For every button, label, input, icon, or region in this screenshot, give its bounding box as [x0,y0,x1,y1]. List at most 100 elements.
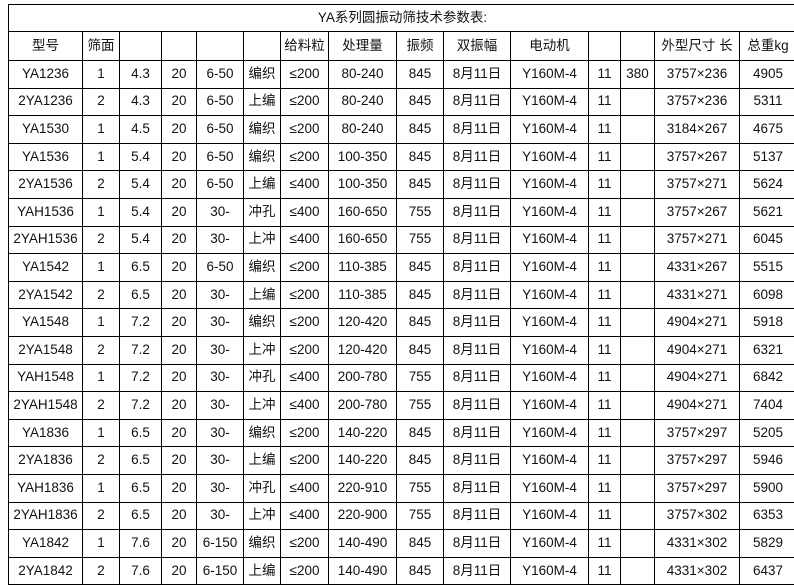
table-cell: 3757×302 [655,502,740,530]
table-cell: 冲孔 [244,198,281,226]
table-cell: 5311 [740,88,794,116]
table-cell: 845 [397,171,444,199]
table-cell: 11 [589,474,621,502]
table-cell: 11 [589,336,621,364]
table-cell: 100-350 [329,171,397,199]
model-cell: 2YA1542 [9,281,83,309]
table-cell: 845 [397,530,444,558]
table-cell: 845 [397,61,444,89]
table-cell: 8月11日 [444,88,511,116]
table-cell: 11 [589,226,621,254]
table-cell: 6-50 [197,143,244,171]
model-cell: 2YA1236 [9,88,83,116]
table-cell: ≤400 [281,226,329,254]
table-cell: 4331×302 [655,557,740,585]
table-cell: 80-240 [329,88,397,116]
table-cell: 上编 [244,557,281,585]
table-cell: ≤400 [281,171,329,199]
table-cell: 140-220 [329,447,397,475]
table-cell: 4904×271 [655,392,740,420]
table-cell [621,392,655,420]
table-cell: 4.5 [120,116,162,144]
table-cell: 3184×267 [655,116,740,144]
table-cell [621,364,655,392]
table-cell: 5.4 [120,143,162,171]
table-cell: 编织 [244,143,281,171]
table-cell: 30- [197,309,244,337]
table-cell: 845 [397,336,444,364]
table-cell: 110-385 [329,254,397,282]
table-cell [621,447,655,475]
table-cell: 20 [162,364,197,392]
table-cell: 11 [589,198,621,226]
table-cell: 4331×302 [655,530,740,558]
column-header-empty-4 [197,32,244,61]
table-cell: 5621 [740,198,794,226]
table-cell: 4331×271 [655,281,740,309]
table-cell: 6.5 [120,502,162,530]
table-cell: 80-240 [329,116,397,144]
table-cell: 6.5 [120,474,162,502]
table-cell: 11 [589,502,621,530]
table-cell: 7.2 [120,392,162,420]
table-cell: 6-150 [197,557,244,585]
table-cell: 380 [621,61,655,89]
table-cell: 160-650 [329,226,397,254]
table-cell: 上编 [244,447,281,475]
table-cell: 30- [197,226,244,254]
table-cell: 20 [162,198,197,226]
table-cell: 2 [83,392,120,420]
table-cell: 6-50 [197,88,244,116]
column-header-10: 电动机 [511,32,589,61]
table-cell: 冲孔 [244,474,281,502]
table-cell: 220-900 [329,502,397,530]
model-cell: YA1536 [9,143,83,171]
table-cell: 6-150 [197,530,244,558]
model-cell: YAH1548 [9,364,83,392]
table-cell: 755 [397,226,444,254]
table-cell: 5.4 [120,198,162,226]
table-cell: 6.5 [120,419,162,447]
table-cell: ≤200 [281,88,329,116]
table-cell: 8月11日 [444,116,511,144]
table-cell: 上冲 [244,336,281,364]
table-cell: 8月11日 [444,309,511,337]
table-cell: Y160M-4 [511,557,589,585]
table-cell: 11 [589,171,621,199]
model-cell: YA1542 [9,254,83,282]
table-cell: 8月11日 [444,281,511,309]
table-cell: 8月11日 [444,502,511,530]
table-cell: ≤200 [281,447,329,475]
table-cell: 1 [83,474,120,502]
table-cell: Y160M-4 [511,447,589,475]
table-cell: Y160M-4 [511,364,589,392]
table-cell: 上冲 [244,226,281,254]
table-cell: 20 [162,447,197,475]
table-cell: Y160M-4 [511,281,589,309]
table-cell: 6437 [740,557,794,585]
table-cell [621,502,655,530]
table-cell [621,281,655,309]
table-cell: 2 [83,336,120,364]
table-cell: 110-385 [329,281,397,309]
table-cell: ≤200 [281,254,329,282]
table-cell: 冲孔 [244,364,281,392]
table-cell: 5.4 [120,171,162,199]
table-cell: 4331×267 [655,254,740,282]
table-cell: 1 [83,309,120,337]
table-cell: 6045 [740,226,794,254]
table-cell: 1 [83,364,120,392]
table-cell: 200-780 [329,364,397,392]
table-cell: 5829 [740,530,794,558]
table-cell: 845 [397,419,444,447]
table-cell: 6321 [740,336,794,364]
table-cell: 755 [397,474,444,502]
table-cell: 4905 [740,61,794,89]
table-cell: 6353 [740,502,794,530]
